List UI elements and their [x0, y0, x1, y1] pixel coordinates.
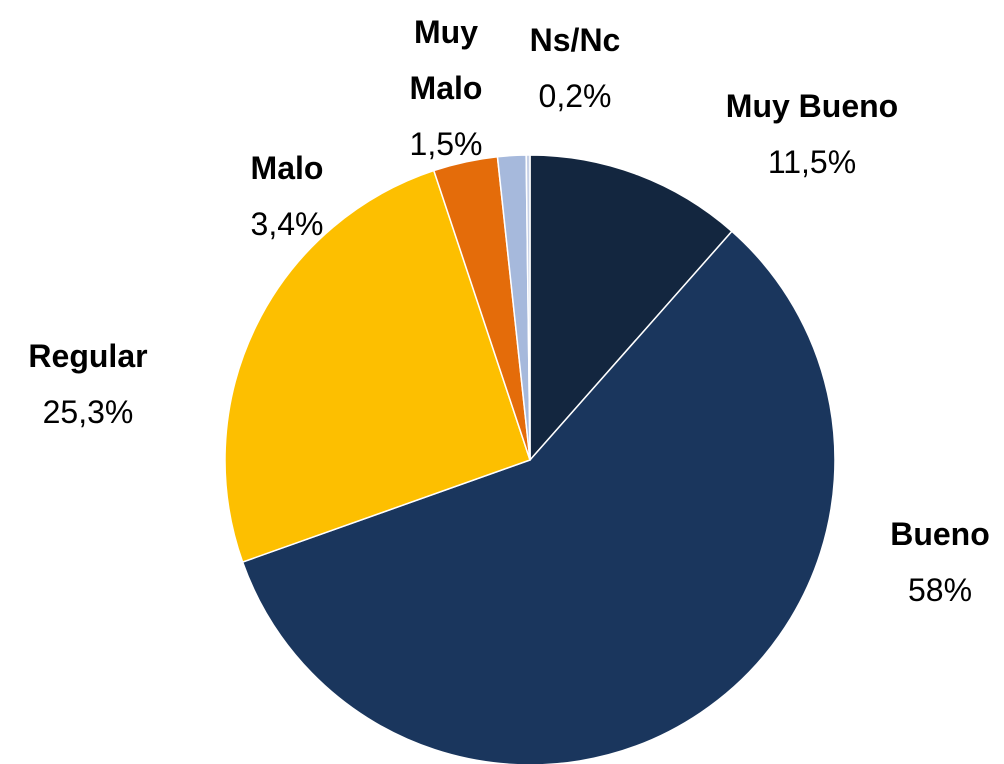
- category-label: Regular: [28, 338, 148, 374]
- value-label: 58%: [907, 572, 973, 608]
- value-label: 3,4%: [250, 206, 324, 242]
- value-label: 1,5%: [409, 126, 483, 162]
- value-label: 0,2%: [538, 78, 612, 114]
- pie-slice: [241, 230, 836, 764]
- category-label: Malo: [250, 150, 324, 186]
- category-label: Muy Bueno: [725, 88, 899, 124]
- category-label: Ns/Nc: [529, 22, 621, 58]
- category-label: Muy Malo: [409, 14, 483, 106]
- value-label: 11,5%: [767, 144, 857, 180]
- pie-slice: [224, 169, 531, 564]
- data-label: Ns/Nc 0,2%: [495, 12, 655, 124]
- data-label: Muy Bueno 11,5%: [702, 78, 922, 190]
- category-label: Bueno: [890, 516, 990, 552]
- pie-slice: [529, 154, 733, 462]
- data-label: Regular 25,3%: [0, 328, 188, 440]
- pie-slice: [525, 154, 531, 461]
- data-label: Malo 3,4%: [207, 140, 367, 252]
- data-label: Muy Malo 1,5%: [391, 4, 501, 172]
- data-label: Bueno 58%: [840, 506, 1004, 618]
- value-label: 25,3%: [42, 394, 134, 430]
